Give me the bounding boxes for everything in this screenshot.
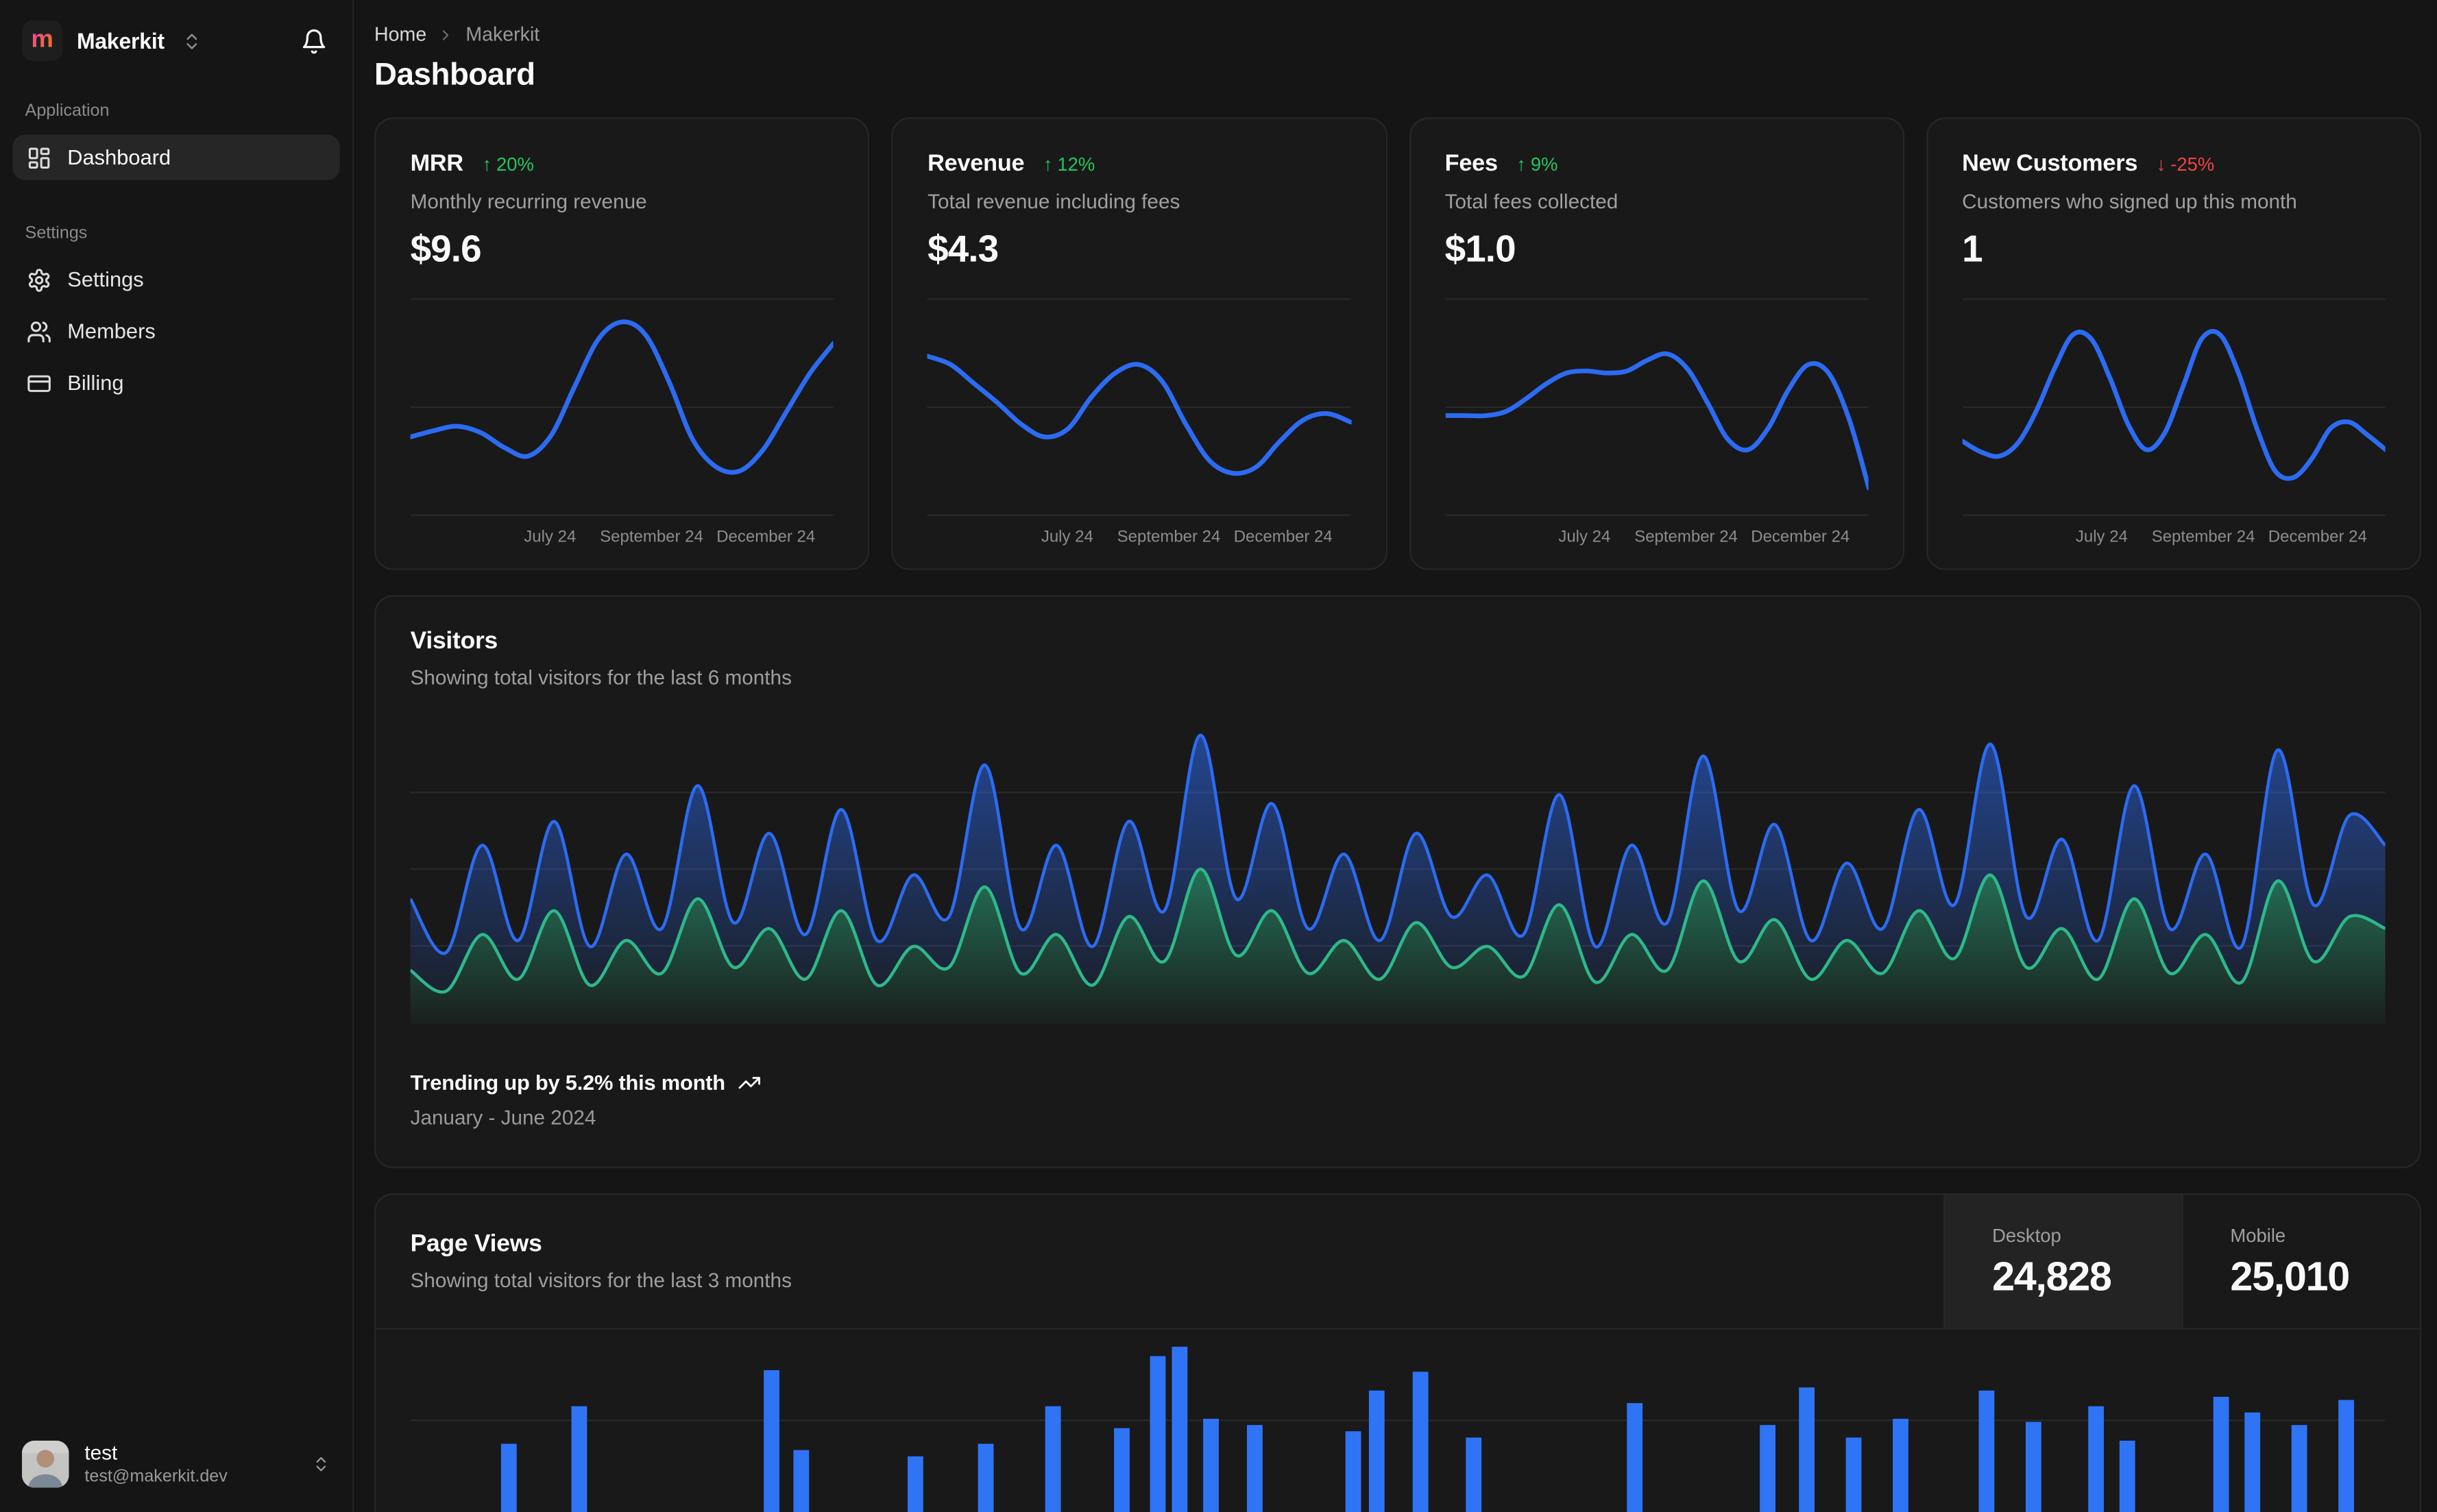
stat-value: 1 [1962,228,1983,271]
sparkline-chart [927,297,1351,517]
sparkline-chart [410,297,834,517]
sparkline-chart [1962,297,2386,517]
chevron-right-icon [437,26,454,43]
visitors-period: January - June 2024 [410,1105,596,1130]
stat-trend-badge: ↓ -25% [2156,152,2215,175]
arrow-up-icon: ↑ [1516,152,1526,175]
chevrons-up-down-icon [312,1454,330,1473]
breadcrumb-home[interactable]: Home [374,23,427,46]
sidebar-item-dashboard[interactable]: Dashboard [12,134,340,180]
trending-up-icon [738,1077,760,1089]
arrow-down-icon: ↓ [2156,152,2166,175]
dashboard-icon [28,147,50,168]
stat-card-new-customers: New Customers ↓ -25% Customers who signed… [1926,117,2422,570]
users-icon [27,320,51,342]
workspace-switcher[interactable]: m Makerkit [0,0,352,77]
stat-title: Revenue [927,150,1025,178]
nav-section-label: Settings [25,223,88,243]
workspace-name: Makerkit [76,28,165,53]
visitors-footer: Trending up by 5.2% this month January -… [410,1071,2386,1130]
mobile-total: 25,010 [2230,1252,2350,1300]
user-menu[interactable]: test test@makerkit.dev [0,1422,352,1512]
stat-value: $1.0 [1444,228,1516,271]
nav-section-label: Application [25,101,110,121]
arrow-up-icon: ↑ [482,152,492,175]
sidebar-item-label: Settings [67,267,144,291]
visitors-panel: Visitors Showing total visitors for the … [374,595,2422,1169]
breadcrumb-current[interactable]: Makerkit [465,23,540,46]
sparkline-x-axis: July 24 September 24 December 24 [2075,527,2367,547]
stat-description: Monthly recurring revenue [410,189,647,213]
sparkline-x-axis: July 24 September 24 December 24 [524,527,816,547]
sparkline-x-axis: July 24 September 24 December 24 [1041,527,1333,547]
visitors-title: Visitors [410,628,498,655]
stat-value: $4.3 [927,228,999,271]
visitors-subtitle: Showing total visitors for the last 6 mo… [410,665,792,690]
page-views-panel: Page Views Showing total visitors for th… [374,1193,2422,1512]
sidebar-item-label: Members [67,319,156,343]
stat-card-revenue: Revenue ↑ 12% Total revenue including fee… [891,117,1387,570]
makerkit-logo: m [21,20,63,62]
visitors-area-chart [410,714,2386,1025]
stat-trend-badge: ↑ 12% [1043,152,1095,175]
sidebar-item-members[interactable]: Members [12,308,340,354]
page-title: Dashboard [374,58,535,93]
stat-card-mrr: MRR ↑ 20% Monthly recurring revenue $9.6 … [374,117,870,570]
arrow-up-icon: ↑ [1043,152,1053,175]
page-views-header: Page Views Showing total visitors for th… [376,1195,2420,1330]
notifications-bell-icon[interactable] [301,27,328,54]
sparkline-x-axis: July 24 September 24 December 24 [1558,527,1850,547]
gear-icon [28,268,50,291]
stat-title: New Customers [1962,150,2138,178]
page-views-bar-chart [376,1330,2420,1512]
sidebar-item-settings[interactable]: Settings [12,257,340,302]
breadcrumb: Home Makerkit [374,23,2421,45]
stat-cards-row: MRR ↑ 20% Monthly recurring revenue $9.6 … [374,117,2422,570]
tab-mobile[interactable]: Mobile 25,010 [2181,1195,2420,1328]
stat-trend-badge: ↑ 20% [482,152,534,175]
stat-description: Total revenue including fees [927,189,1180,213]
sparkline-chart [1444,297,1869,517]
stat-card-fees: Fees ↑ 9% Total fees collected $1.0 July … [1409,117,1904,570]
page-views-subtitle: Showing total visitors for the last 3 mo… [410,1268,792,1292]
sidebar-item-label: Billing [67,371,124,395]
page-views-title: Page Views [410,1230,542,1258]
stat-description: Customers who signed up this month [1962,189,2297,213]
chevrons-up-down-icon[interactable] [182,31,202,51]
desktop-total: 24,828 [1992,1252,2112,1300]
tab-desktop[interactable]: Desktop 24,828 [1943,1195,2182,1328]
sidebar: m Makerkit Application Dashboard Setting… [0,0,354,1512]
stat-trend-badge: ↑ 9% [1516,152,1558,175]
user-name: test [84,1440,118,1464]
sidebar-item-label: Dashboard [67,145,171,169]
visitors-trend-text: Trending up by 5.2% this month [410,1071,725,1095]
stat-title: Fees [1444,150,1498,178]
sidebar-item-billing[interactable]: Billing [12,360,340,405]
sidebar-nav: Application Dashboard Settings Settings … [0,77,352,412]
user-email: test@makerkit.dev [84,1467,228,1487]
credit-card-icon [27,374,51,391]
user-avatar [21,1440,69,1488]
stat-title: MRR [410,150,464,178]
main-content: Home Makerkit Dashboard MRR ↑ 20% Monthly… [354,0,2437,1512]
stat-description: Total fees collected [1444,189,1618,213]
stat-value: $9.6 [410,228,482,271]
